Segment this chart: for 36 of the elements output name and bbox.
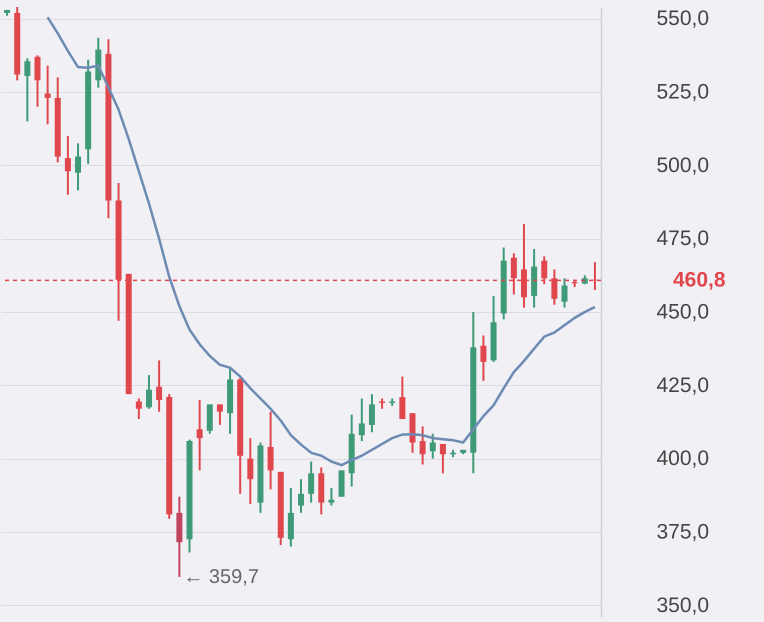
y-tick-label: 375,0 — [656, 520, 710, 544]
candlestick — [247, 437, 254, 506]
candlestick — [216, 403, 223, 426]
candlestick — [156, 359, 162, 413]
candlestick — [399, 376, 406, 420]
candlestick — [146, 374, 152, 410]
candlestick — [64, 135, 71, 196]
candlestick — [298, 478, 304, 514]
candlestick — [379, 398, 386, 410]
candlestick — [268, 410, 274, 490]
line-series — [46, 16, 596, 466]
candlestick — [358, 398, 365, 442]
candlestick — [368, 393, 375, 434]
ref-line-label: 460,8 — [673, 268, 726, 292]
candlestick — [562, 277, 568, 309]
candlestick — [44, 64, 51, 126]
candlestick — [420, 425, 426, 466]
candlestick — [440, 442, 446, 474]
candlestick — [480, 334, 486, 382]
candlestick — [34, 54, 40, 108]
candlestick — [430, 432, 436, 460]
y-tick-label: 550,0 — [656, 7, 710, 30]
candlestick — [75, 142, 82, 192]
y-tick-label: 400,0 — [656, 447, 710, 470]
candlestick — [328, 486, 334, 507]
y-tick-label: 525,0 — [656, 80, 710, 104]
candlestick — [308, 460, 314, 504]
y-tick-label: 350,0 — [656, 594, 710, 617]
candlestick — [136, 398, 142, 420]
y-tick-label: 450,0 — [656, 300, 710, 324]
candlestick — [24, 57, 30, 122]
y-tick-label: 475,0 — [656, 227, 710, 250]
y-tick-label: 425,0 — [656, 374, 710, 397]
candlestick — [196, 398, 203, 472]
y-tick-label: 500,0 — [656, 154, 710, 177]
annotation: ← 359,7 — [183, 566, 259, 588]
